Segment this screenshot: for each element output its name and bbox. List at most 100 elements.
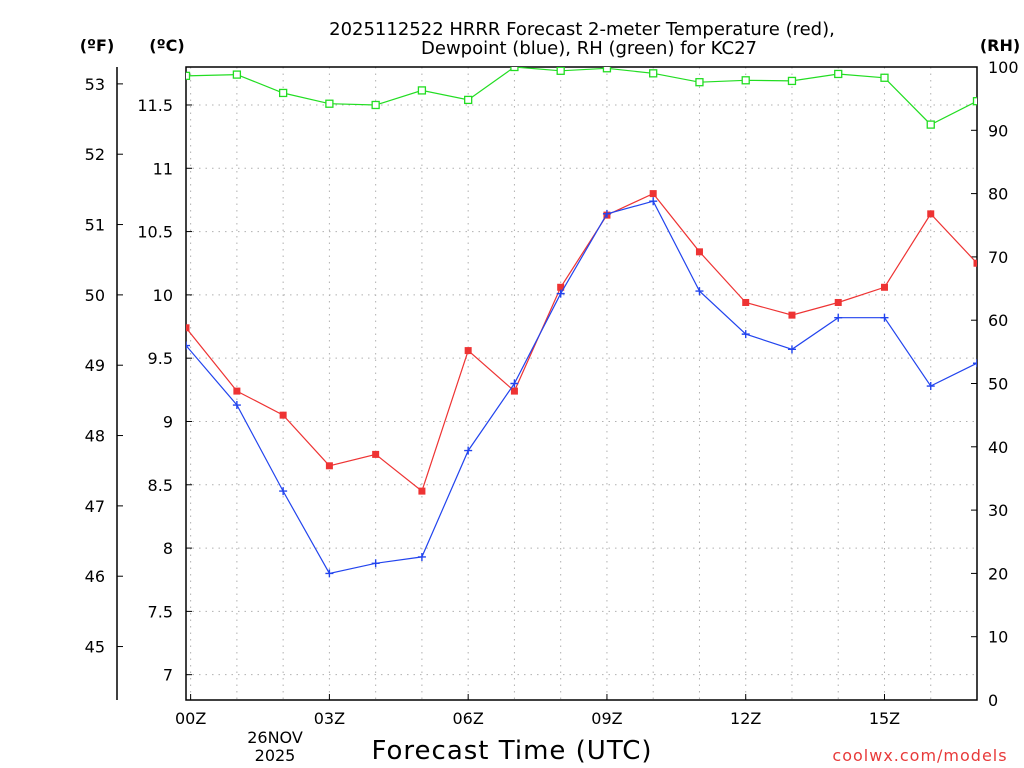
rh-point	[649, 69, 658, 78]
rh-point	[464, 95, 473, 105]
rh-point	[741, 76, 750, 85]
dewpoint-point	[741, 330, 750, 339]
fahrenheit-tick-label: 46	[85, 567, 105, 586]
fahrenheit-tick-label: 45	[85, 638, 105, 657]
rh-point	[1020, 148, 1024, 155]
temperature-point	[279, 411, 287, 419]
temperature-point	[372, 450, 380, 458]
data-series	[186, 67, 1024, 578]
dewpoint-point	[232, 401, 241, 410]
celsius-tick-label: 11	[153, 159, 173, 178]
temperature-point	[742, 298, 750, 306]
date-label-day: 26NOV	[247, 728, 303, 747]
dewpoint-point	[926, 382, 935, 391]
dewpoint-point	[602, 209, 611, 218]
fahrenheit-tick-label: 47	[85, 497, 105, 516]
axis-ticks: 7 7.5 8 8.5 9 9.5 10 10.5 11 11.5 45 46 47 48 49 50 51 52…	[85, 58, 1019, 728]
temperature-point	[1020, 170, 1024, 177]
fahrenheit-tick-label: 51	[85, 216, 105, 235]
dewpoint-point	[834, 313, 843, 322]
dewpoint-point	[279, 487, 288, 496]
rh-point	[278, 88, 288, 98]
temperature-point	[510, 387, 518, 395]
dewpoint-point	[556, 289, 565, 298]
temperature-point	[557, 283, 565, 291]
rh-tick-label: 50	[988, 375, 1008, 394]
rh-tick-label: 10	[988, 628, 1008, 647]
temperature-point	[973, 259, 977, 267]
date-label-year: 2025	[255, 746, 296, 765]
rh-point	[325, 99, 334, 108]
rh-point	[232, 70, 242, 79]
rh-point	[926, 120, 935, 129]
dewpoint-point	[186, 341, 190, 350]
fahrenheit-tick-label: 48	[85, 427, 105, 446]
rh-tick-label: 20	[988, 564, 1008, 583]
x-tick-label: 06Z	[453, 709, 484, 728]
x-tick-label: 09Z	[591, 709, 622, 728]
temperature-point	[695, 248, 703, 256]
credit-text: coolwx.com/models	[832, 746, 1007, 765]
celsius-tick-label: 8.5	[148, 476, 173, 495]
rh-point	[510, 67, 519, 72]
x-tick-label: 12Z	[730, 709, 761, 728]
rh-tick-label: 60	[988, 311, 1008, 330]
temperature-point	[649, 190, 657, 198]
rh-point	[972, 97, 977, 106]
temperature-point	[464, 347, 472, 355]
celsius-tick-label: 8	[163, 539, 173, 558]
celsius-tick-label: 7	[163, 666, 173, 685]
celsius-tick-label: 10.5	[137, 223, 173, 242]
rh-point	[556, 67, 565, 75]
x-axis-title: Forecast Time (UTC)	[371, 736, 652, 766]
chart-title-line2: Dewpoint (blue), RH (green) for KC27	[421, 38, 757, 59]
fahrenheit-tick-label: 49	[85, 356, 105, 375]
dewpoint-point	[510, 379, 519, 388]
celsius-tick-label: 7.5	[148, 602, 173, 621]
rh-tick-label: 70	[988, 248, 1008, 267]
rh-tick-label: 30	[988, 501, 1008, 520]
fahrenheit-tick-label: 52	[85, 145, 105, 164]
rh-point	[417, 86, 427, 95]
rh-point	[880, 73, 889, 82]
celsius-unit-label: (ºC)	[149, 36, 184, 55]
celsius-tick-label: 9	[163, 412, 173, 431]
celsius-tick-label: 10	[153, 286, 173, 305]
rh-point	[371, 100, 380, 110]
chart-title-line1: 2025112522 HRRR Forecast 2-meter Tempera…	[329, 19, 835, 40]
celsius-tick-label: 11.5	[137, 96, 173, 115]
temperature-point	[233, 387, 241, 395]
rh-tick-label: 40	[988, 438, 1008, 457]
dewpoint-point	[464, 446, 473, 455]
temperature-point	[788, 311, 796, 319]
rh-point	[695, 78, 704, 87]
temperature-point	[927, 210, 935, 218]
rh-point	[602, 67, 612, 73]
x-tick-label: 15Z	[869, 709, 900, 728]
fahrenheit-tick-label: 50	[85, 286, 105, 305]
x-tick-label: 03Z	[314, 709, 345, 728]
dewpoint-point	[1019, 430, 1024, 438]
fahrenheit-tick-label: 53	[85, 75, 105, 94]
dewpoint-point	[695, 287, 704, 296]
rh-tick-label: 0	[988, 691, 998, 710]
temperature-line	[186, 192, 977, 493]
fahrenheit-unit-label: (ºF)	[80, 36, 115, 55]
temperature-point	[834, 298, 842, 306]
temperature-point	[186, 324, 190, 332]
dewpoint-point	[973, 359, 977, 368]
dewpoint-point	[417, 552, 426, 561]
dewpoint-point	[371, 559, 380, 568]
rh-tick-label: 80	[988, 185, 1008, 204]
rh-line	[186, 67, 977, 126]
dewpoint-point	[649, 197, 658, 206]
dewpoint-point	[325, 569, 334, 578]
x-tick-label: 00Z	[175, 709, 206, 728]
temperature-point	[325, 462, 333, 470]
rh-point	[186, 71, 191, 81]
rh-tick-label: 100	[988, 58, 1019, 77]
plot-frame	[185, 66, 978, 701]
dewpoint-line	[186, 200, 977, 575]
dewpoint-point	[787, 345, 796, 354]
